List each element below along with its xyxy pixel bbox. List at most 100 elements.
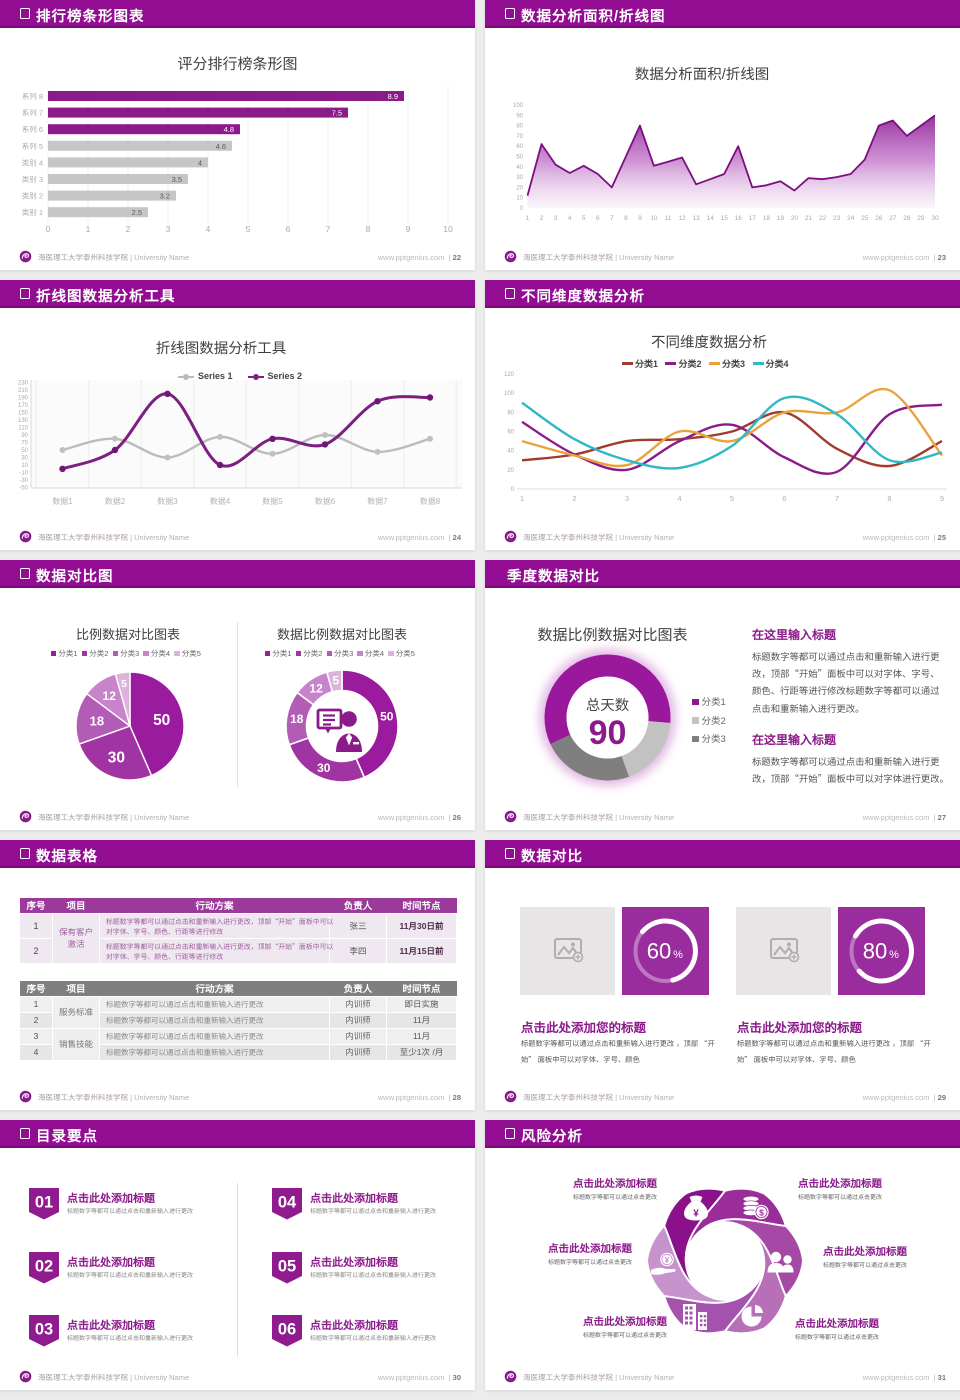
svg-text:18: 18 <box>763 215 771 222</box>
svg-text:6: 6 <box>596 215 600 222</box>
svg-text:类别 1: 类别 1 <box>22 207 43 218</box>
svg-text:系列 5: 系列 5 <box>22 141 43 152</box>
svg-text:80: 80 <box>516 124 523 130</box>
svg-text:8: 8 <box>624 215 628 222</box>
svg-text:90: 90 <box>21 433 28 439</box>
svg-text:3: 3 <box>554 215 558 222</box>
svg-text:15: 15 <box>721 215 729 222</box>
svg-text:3: 3 <box>625 494 629 503</box>
svg-text:%: % <box>673 949 683 961</box>
svg-text:10: 10 <box>516 196 523 202</box>
svg-text:10: 10 <box>443 224 453 234</box>
svg-text:19: 19 <box>777 215 785 222</box>
svg-text:数据8: 数据8 <box>420 496 441 507</box>
svg-text:8: 8 <box>366 224 371 234</box>
svg-text:50: 50 <box>21 448 28 454</box>
svg-text:9: 9 <box>406 224 411 234</box>
svg-text:100: 100 <box>504 391 515 397</box>
svg-text:$: $ <box>759 1207 764 1217</box>
svg-text:25: 25 <box>861 215 869 222</box>
svg-text:2.5: 2.5 <box>132 208 142 217</box>
svg-text:16: 16 <box>735 215 743 222</box>
svg-text:数据2: 数据2 <box>105 496 126 507</box>
svg-text:60: 60 <box>507 430 514 436</box>
svg-text:10: 10 <box>650 215 658 222</box>
svg-text:190: 190 <box>18 396 29 402</box>
svg-text:数据4: 数据4 <box>210 496 231 507</box>
svg-text:27: 27 <box>889 215 897 222</box>
svg-text:80: 80 <box>507 410 514 416</box>
svg-text:5: 5 <box>730 494 734 503</box>
svg-text:20: 20 <box>791 215 799 222</box>
svg-text:50: 50 <box>516 155 523 161</box>
svg-text:17: 17 <box>749 215 757 222</box>
svg-text:18: 18 <box>290 712 304 726</box>
svg-text:05: 05 <box>277 1257 295 1275</box>
svg-text:230: 230 <box>18 381 29 387</box>
svg-text:0: 0 <box>46 224 51 234</box>
svg-text:-50: -50 <box>19 486 28 492</box>
svg-text:14: 14 <box>707 215 715 222</box>
svg-text:120: 120 <box>504 372 515 378</box>
svg-text:12: 12 <box>678 215 686 222</box>
svg-text:8.9: 8.9 <box>388 92 398 101</box>
svg-text:5: 5 <box>332 674 339 688</box>
svg-text:30: 30 <box>21 456 28 462</box>
svg-text:110: 110 <box>18 426 28 432</box>
svg-text:40: 40 <box>507 449 514 455</box>
svg-text:0: 0 <box>520 206 524 212</box>
svg-text:7: 7 <box>326 224 331 234</box>
svg-text:60: 60 <box>647 939 671 964</box>
svg-text:21: 21 <box>805 215 813 222</box>
svg-text:50: 50 <box>380 710 394 724</box>
svg-text:26: 26 <box>875 215 883 222</box>
svg-text:数据6: 数据6 <box>315 496 336 507</box>
svg-text:数据7: 数据7 <box>367 496 388 507</box>
svg-text:9: 9 <box>638 215 642 222</box>
svg-text:30: 30 <box>516 175 523 181</box>
svg-text:-10: -10 <box>19 471 28 477</box>
svg-text:2: 2 <box>572 494 576 503</box>
svg-text:系列 6: 系列 6 <box>22 124 43 135</box>
svg-text:11: 11 <box>665 215 672 222</box>
svg-text:1: 1 <box>520 494 524 503</box>
svg-text:40: 40 <box>516 165 523 171</box>
svg-text:%: % <box>889 949 899 961</box>
svg-text:数据5: 数据5 <box>262 496 283 507</box>
svg-text:2: 2 <box>540 215 544 222</box>
svg-text:3.5: 3.5 <box>172 175 182 184</box>
svg-text:50: 50 <box>153 712 170 729</box>
svg-text:3.2: 3.2 <box>160 192 170 201</box>
svg-text:5: 5 <box>582 215 586 222</box>
svg-text:4: 4 <box>198 158 202 167</box>
svg-text:130: 130 <box>18 418 29 424</box>
svg-text:29: 29 <box>917 215 925 222</box>
svg-text:30: 30 <box>931 215 939 222</box>
svg-text:1: 1 <box>526 215 530 222</box>
svg-text:2: 2 <box>126 224 131 234</box>
svg-text:数据3: 数据3 <box>157 496 178 507</box>
svg-text:数据1: 数据1 <box>52 496 73 507</box>
svg-text:01: 01 <box>34 1194 52 1212</box>
svg-text:12: 12 <box>309 681 323 695</box>
svg-text:4: 4 <box>206 224 211 234</box>
svg-text:06: 06 <box>277 1321 295 1339</box>
svg-text:20: 20 <box>516 185 523 191</box>
svg-text:18: 18 <box>90 714 104 729</box>
svg-text:80: 80 <box>863 939 887 964</box>
svg-text:150: 150 <box>18 411 29 417</box>
svg-text:4: 4 <box>677 494 681 503</box>
svg-text:170: 170 <box>18 403 29 409</box>
svg-text:28: 28 <box>903 215 911 222</box>
svg-text:7: 7 <box>610 215 614 222</box>
svg-text:02: 02 <box>34 1257 52 1275</box>
svg-text:系列 7: 系列 7 <box>22 108 43 119</box>
svg-text:100: 100 <box>513 103 524 109</box>
svg-text:8: 8 <box>887 494 891 503</box>
svg-text:3: 3 <box>166 224 171 234</box>
svg-text:60: 60 <box>516 144 523 150</box>
svg-text:90: 90 <box>516 113 523 119</box>
svg-text:-30: -30 <box>19 478 28 484</box>
svg-text:7.5: 7.5 <box>332 109 342 118</box>
svg-text:30: 30 <box>108 750 125 767</box>
